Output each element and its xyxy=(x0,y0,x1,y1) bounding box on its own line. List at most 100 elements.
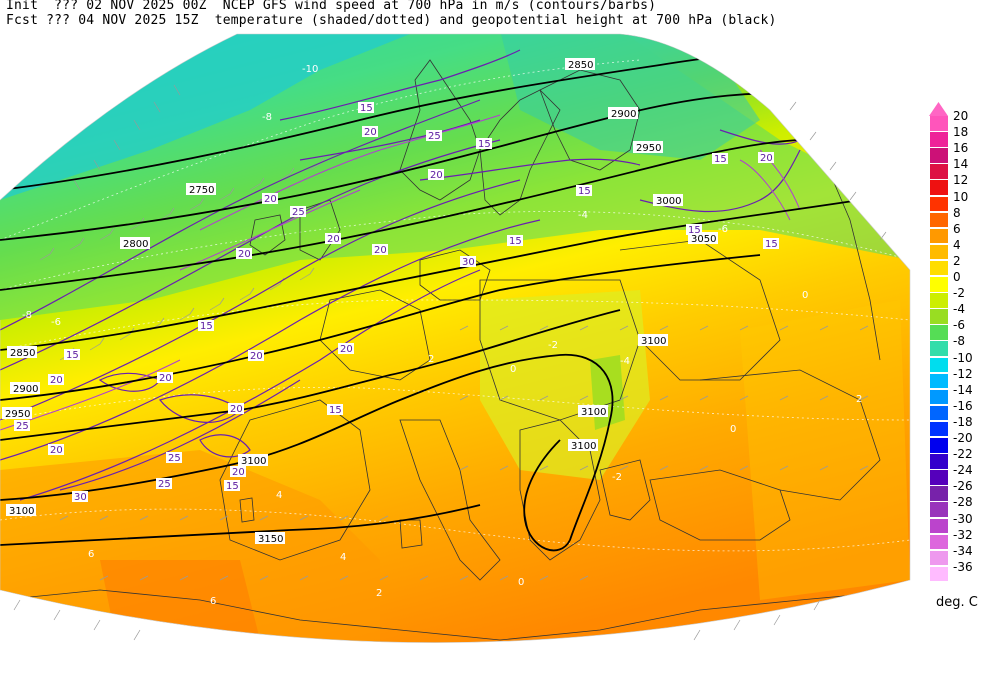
colorbar-swatch xyxy=(930,277,948,292)
temp-label: 0 xyxy=(518,577,524,588)
colorbar-label: -2 xyxy=(953,286,965,301)
svg-text:15: 15 xyxy=(688,225,701,236)
colorbar-swatch xyxy=(930,550,948,566)
colorbar-swatch xyxy=(930,164,948,179)
colorbar-swatch xyxy=(930,486,948,501)
temp-label: -2 xyxy=(612,472,622,483)
colorbar-swatch xyxy=(930,357,948,373)
svg-text:20: 20 xyxy=(760,153,773,164)
svg-text:20: 20 xyxy=(50,375,63,386)
temp-label: -2 xyxy=(548,340,558,351)
height-label: 2950 xyxy=(633,141,663,154)
colorbar-label: -28 xyxy=(953,495,973,510)
svg-text:3000: 3000 xyxy=(656,196,681,207)
height-label: 3100 xyxy=(568,439,598,452)
colorbar-swatch xyxy=(930,454,948,469)
svg-text:3100: 3100 xyxy=(641,336,666,347)
colorbar-label: -34 xyxy=(953,543,973,558)
svg-text:30: 30 xyxy=(462,257,475,268)
svg-text:15: 15 xyxy=(200,321,213,332)
colorbar-swatch xyxy=(930,389,948,405)
svg-text:20: 20 xyxy=(264,194,277,205)
colorbar-label: -24 xyxy=(953,463,973,478)
contour-labels: 2750 2800 2850 2900 2950 3000 3050 3100 … xyxy=(2,58,862,661)
colorbar-swatch xyxy=(930,293,948,308)
wind-label: 20 xyxy=(325,233,341,245)
colorbar-label: -12 xyxy=(953,366,973,381)
wind-label: 15 xyxy=(224,480,240,492)
wind-label: 25 xyxy=(426,130,442,142)
colorbar-label: 10 xyxy=(953,189,969,204)
map-frame xyxy=(0,33,911,643)
svg-text:15: 15 xyxy=(765,239,778,250)
svg-text:25: 25 xyxy=(292,207,305,218)
temp-label: -4 xyxy=(578,210,588,221)
colorbar-swatch xyxy=(930,373,948,389)
colorbar-label: -14 xyxy=(953,382,973,397)
wind-label: 15 xyxy=(763,238,779,250)
colorbar-swatch xyxy=(930,502,948,517)
svg-text:20: 20 xyxy=(364,127,377,138)
colorbar-swatch xyxy=(930,518,948,534)
svg-text:25: 25 xyxy=(16,421,29,432)
height-label: 2900 xyxy=(608,107,638,120)
wind-label: 15 xyxy=(327,404,343,416)
colorbar-label: 20 xyxy=(953,109,969,123)
colorbar-swatch xyxy=(930,341,948,356)
svg-text:3100: 3100 xyxy=(581,407,606,418)
svg-text:20: 20 xyxy=(238,249,251,260)
svg-text:15: 15 xyxy=(478,139,491,150)
wind-label: 15 xyxy=(712,153,728,165)
colorbar-label: -20 xyxy=(953,431,973,445)
colorbar-label: 14 xyxy=(953,157,969,172)
height-label: 3100 xyxy=(6,504,36,517)
svg-text:20: 20 xyxy=(159,373,172,384)
svg-text:30: 30 xyxy=(74,492,87,503)
svg-text:2950: 2950 xyxy=(636,143,661,154)
wind-label: 15 xyxy=(507,235,523,247)
colorbar-label: 2 xyxy=(953,253,961,268)
colorbar-swatch xyxy=(930,132,948,147)
wind-barbs-outside xyxy=(13,84,887,641)
svg-text:20: 20 xyxy=(374,245,387,256)
temp-label: 6 xyxy=(88,549,94,560)
wind-label: 20 xyxy=(262,193,278,205)
svg-text:20: 20 xyxy=(250,351,263,362)
colorbar-label: 16 xyxy=(953,141,969,156)
svg-text:20: 20 xyxy=(340,344,353,355)
height-label: 3150 xyxy=(255,532,285,545)
colorbar-swatch xyxy=(930,438,948,453)
temp-label: -8 xyxy=(22,310,32,321)
height-label: 3100 xyxy=(238,454,268,467)
colorbar-swatch xyxy=(930,228,948,244)
colorbar-units: deg. C xyxy=(936,595,978,610)
colorbar-swatch xyxy=(930,116,948,131)
height-label: 2850 xyxy=(7,346,37,359)
svg-text:20: 20 xyxy=(230,404,243,415)
colorbar-swatch xyxy=(930,309,948,324)
temp-label: 0 xyxy=(510,364,516,375)
svg-text:20: 20 xyxy=(430,170,443,181)
wind-label: 30 xyxy=(72,491,88,503)
svg-text:15: 15 xyxy=(226,481,239,492)
svg-text:2900: 2900 xyxy=(13,384,38,395)
wind-label: 25 xyxy=(14,420,30,432)
svg-text:2900: 2900 xyxy=(611,109,636,120)
temp-label: -10 xyxy=(302,64,318,75)
wind-label: 15 xyxy=(476,138,492,150)
colorbar-swatch xyxy=(930,534,948,550)
temp-label: 2 xyxy=(428,354,434,365)
colorbar-label: -4 xyxy=(953,302,965,317)
geopotential-height-contours xyxy=(0,39,861,552)
svg-text:25: 25 xyxy=(168,453,181,464)
wind-label: 15 xyxy=(358,102,374,114)
init-line: Init ??? 02 NOV 2025 00Z NCEP GFS wind s… xyxy=(6,0,657,13)
svg-text:3100: 3100 xyxy=(241,456,266,467)
wind-label: 20 xyxy=(157,372,173,384)
svg-text:15: 15 xyxy=(360,103,373,114)
colorbar-label: -8 xyxy=(953,334,965,349)
colorbar-label: -26 xyxy=(953,479,973,494)
svg-text:20: 20 xyxy=(232,467,245,478)
height-label: 3100 xyxy=(578,405,608,418)
